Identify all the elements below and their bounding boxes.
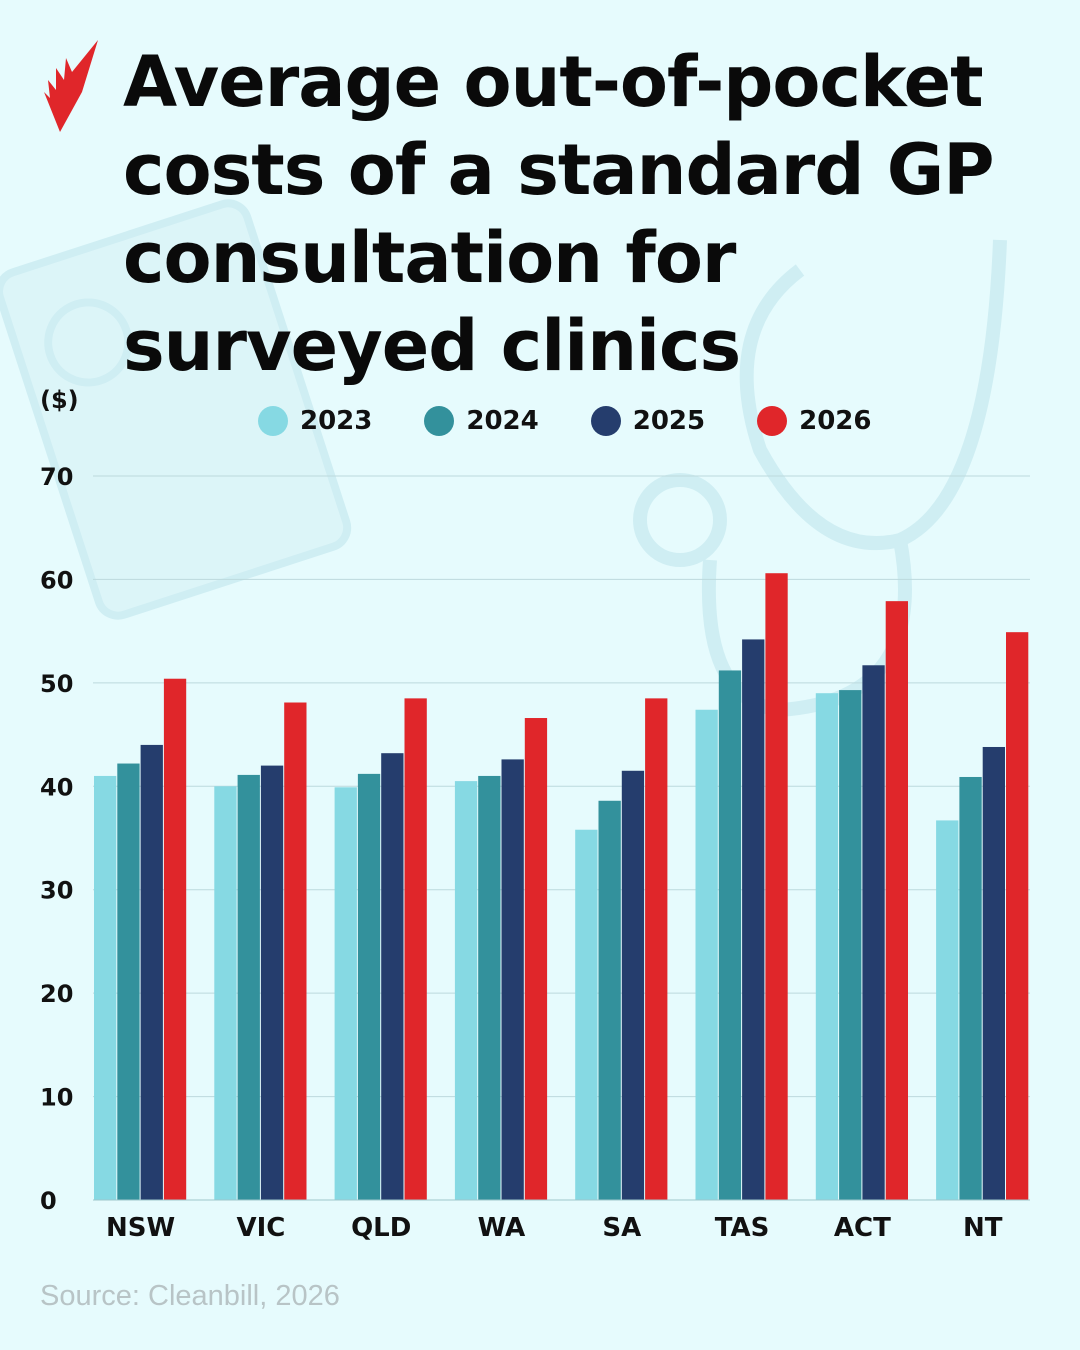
x-tick-label: ACT: [834, 1213, 891, 1243]
legend-swatch: [590, 406, 621, 436]
bar-nsw-2026: [163, 678, 187, 1200]
legend-label: 2023: [300, 406, 373, 436]
legend-item-2023: 2023: [258, 406, 372, 436]
bar-vic-2023: [214, 786, 237, 1200]
bar-vic-2024: [237, 774, 260, 1200]
legend-label: 2025: [632, 406, 706, 436]
bar-nsw-2024: [117, 763, 140, 1200]
legend-item-2024: 2024: [424, 406, 539, 436]
bar-tas-2023: [695, 709, 718, 1200]
bar-nt-2026: [1006, 632, 1029, 1200]
x-tick-label: WA: [478, 1213, 526, 1243]
bar-act-2025: [862, 665, 885, 1200]
bar-sa-2026: [645, 698, 668, 1200]
legend-item-2026: 2026: [757, 406, 872, 436]
bar-qld-2025: [381, 753, 404, 1200]
x-tick-label: NSW: [106, 1213, 175, 1243]
bar-wa-2026: [524, 718, 548, 1200]
bar-vic-2025: [260, 765, 284, 1200]
legend-label: 2024: [466, 406, 539, 436]
x-tick-label: QLD: [351, 1213, 411, 1243]
bar-tas-2025: [742, 639, 765, 1200]
x-tick-label: SA: [602, 1213, 641, 1243]
bar-nt-2024: [959, 776, 982, 1200]
y-tick-label: 60: [40, 566, 73, 594]
bar-wa-2024: [478, 775, 501, 1200]
bar-vic-2026: [284, 702, 307, 1200]
bar-nt-2023: [936, 820, 959, 1200]
sbs-logo: [44, 40, 98, 132]
x-tick-label: NT: [963, 1213, 1003, 1243]
source-note: Source: Cleanbill, 2026: [40, 1280, 340, 1312]
legend: 2023 2024 2025 2026: [258, 406, 872, 436]
bar-sa-2023: [575, 829, 598, 1200]
bar-tas-2024: [718, 670, 742, 1200]
y-tick-label: 10: [40, 1084, 73, 1112]
bar-act-2026: [885, 601, 908, 1200]
bar-wa-2025: [501, 759, 524, 1200]
bar-sa-2024: [598, 800, 621, 1200]
bar-nsw-2023: [94, 775, 117, 1200]
y-tick-label: 40: [40, 773, 73, 801]
y-axis-unit: ($): [40, 386, 79, 414]
legend-item-2025: 2025: [590, 406, 706, 436]
bar-nt-2025: [982, 746, 1005, 1200]
legend-label: 2026: [799, 406, 872, 436]
bar-qld-2026: [404, 698, 427, 1200]
x-tick-label: VIC: [236, 1213, 285, 1243]
y-tick-label: 20: [40, 980, 73, 1008]
legend-swatch: [424, 406, 455, 436]
bar-qld-2024: [357, 773, 381, 1200]
y-tick-label: 0: [40, 1187, 57, 1215]
legend-swatch: [757, 406, 788, 436]
bar-wa-2023: [454, 781, 478, 1200]
bar-tas-2026: [765, 573, 788, 1200]
y-tick-label: 50: [40, 670, 73, 698]
clipboard-icon: [0, 199, 352, 620]
chart-title: Average out-of-pocket costs of a standar…: [123, 41, 995, 387]
legend-swatch: [258, 406, 288, 436]
y-tick-label: 70: [40, 463, 73, 491]
bar-act-2024: [839, 690, 862, 1200]
bar-qld-2023: [334, 787, 357, 1200]
bar-act-2023: [815, 693, 839, 1200]
bar-sa-2025: [621, 770, 645, 1200]
x-tick-label: TAS: [715, 1213, 770, 1243]
y-tick-label: 30: [40, 877, 73, 905]
bar-nsw-2025: [140, 744, 163, 1200]
